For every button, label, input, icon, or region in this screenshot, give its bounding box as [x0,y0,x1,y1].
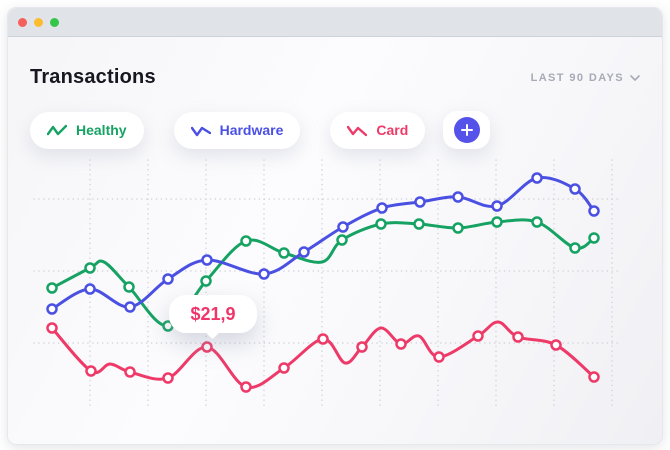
hardware-trend-icon [190,126,211,137]
date-range-label: LAST 90 DAYS [530,72,624,84]
minimize-button[interactable] [34,17,43,27]
data-point-marker-card[interactable] [550,339,562,351]
data-point-marker-card[interactable] [162,372,174,384]
data-point-marker-healthy[interactable] [240,235,252,247]
legend-label: Hardware [219,122,284,138]
data-point-marker-card[interactable] [588,371,600,383]
data-point-marker-healthy[interactable] [200,275,212,287]
legend-chip-healthy[interactable]: Healthy [30,111,144,149]
data-point-marker-hardware[interactable] [124,301,136,313]
legend: Healthy Hardware Card [30,111,491,149]
window-titlebar [8,8,662,37]
maximize-button[interactable] [50,17,59,27]
data-point-marker-card[interactable] [201,341,213,353]
data-point-marker-card[interactable] [472,330,484,342]
data-point-marker-healthy[interactable] [569,242,581,254]
data-point-marker-hardware[interactable] [491,200,503,212]
browser-window [7,7,663,445]
data-point-marker-healthy[interactable] [531,216,543,228]
card-trend-icon [347,125,368,137]
data-point-marker-hardware[interactable] [376,202,388,214]
tooltip-value: $21,9 [190,303,236,324]
data-point-marker-card[interactable] [395,338,407,350]
data-point-marker-card[interactable] [512,331,524,343]
legend-chip-card[interactable]: Card [330,111,426,149]
plus-icon [453,117,480,143]
data-point-marker-healthy[interactable] [413,218,425,230]
healthy-trend-icon [47,124,67,136]
data-point-marker-healthy[interactable] [452,222,464,234]
data-point-marker-hardware[interactable] [414,196,426,208]
data-point-marker-hardware[interactable] [258,268,270,280]
data-point-marker-healthy[interactable] [336,234,348,246]
data-point-marker-hardware[interactable] [531,172,543,184]
data-point-marker-healthy[interactable] [46,282,58,294]
data-point-marker-hardware[interactable] [452,191,464,203]
data-point-marker-card[interactable] [356,341,368,353]
legend-label: Healthy [76,122,127,138]
add-series-button[interactable] [443,111,491,149]
legend-chip-hardware[interactable]: Hardware [173,111,301,149]
data-point-marker-hardware[interactable] [46,303,58,315]
date-range-selector[interactable]: LAST 90 DAYS [531,72,640,84]
data-point-marker-healthy[interactable] [588,232,600,244]
close-button[interactable] [18,17,27,27]
data-point-marker-healthy[interactable] [278,247,290,259]
data-point-marker-healthy[interactable] [491,216,503,228]
data-point-marker-hardware[interactable] [569,183,581,195]
series-line-card [50,320,596,390]
chevron-down-icon [630,75,640,81]
page-title: Transactions [30,66,156,88]
data-point-marker-hardware[interactable] [201,254,213,266]
data-point-marker-card[interactable] [46,322,58,334]
data-point-marker-hardware[interactable] [84,283,96,295]
chart-tooltip: $21,9 [169,295,257,333]
data-point-marker-hardware[interactable] [298,246,310,258]
data-point-marker-hardware[interactable] [588,205,600,217]
data-point-marker-card[interactable] [124,366,136,378]
legend-label: Card [376,122,409,138]
data-point-marker-card[interactable] [433,351,445,363]
data-point-marker-card[interactable] [317,333,329,345]
data-point-marker-healthy[interactable] [375,218,387,230]
data-point-marker-healthy[interactable] [123,281,135,293]
data-point-marker-healthy[interactable] [84,262,96,274]
data-point-marker-hardware[interactable] [337,221,349,233]
data-point-marker-hardware[interactable] [162,273,174,285]
data-point-marker-card[interactable] [278,362,290,374]
data-point-marker-card[interactable] [85,365,97,377]
data-point-marker-card[interactable] [240,381,252,393]
series-line-healthy [50,218,596,328]
